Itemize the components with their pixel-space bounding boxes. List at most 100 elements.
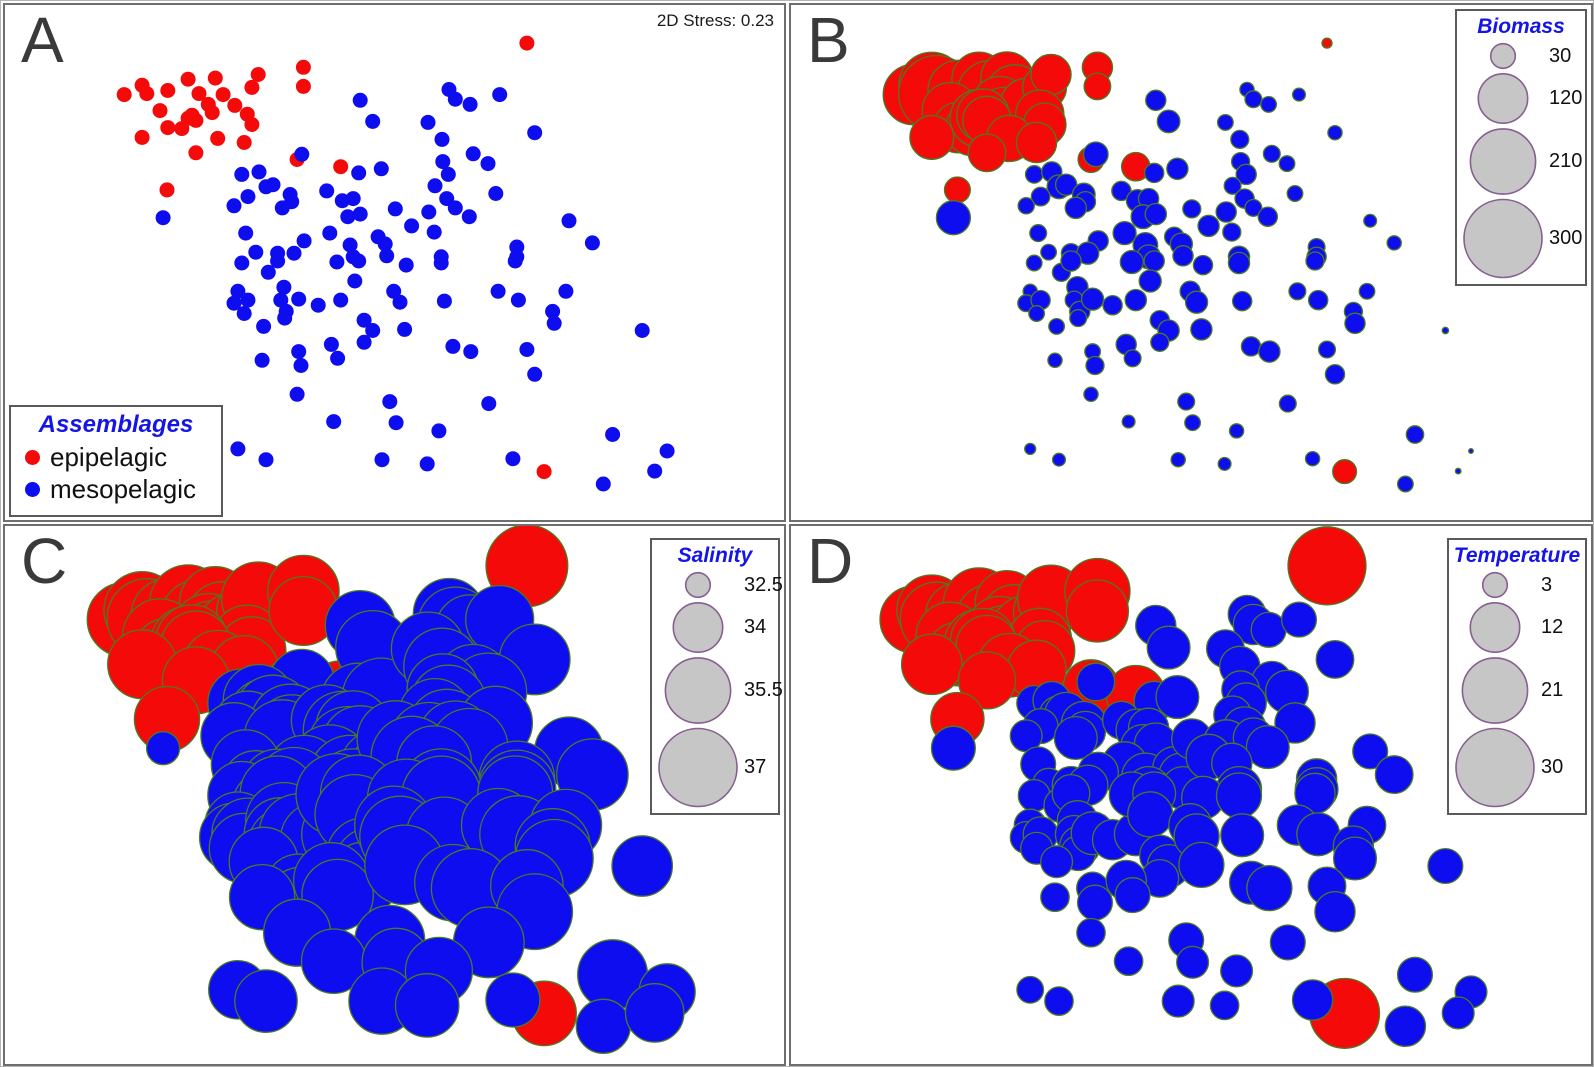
mesopelagic-sample-point <box>1240 336 1262 357</box>
legend-size-value: 30 <box>1549 44 1572 67</box>
mesopelagic-sample-point <box>1025 254 1043 272</box>
mesopelagic-sample-point <box>463 344 479 360</box>
legend-row-mesopelagic: mesopelagic <box>11 474 221 505</box>
epipelagic-sample-point <box>333 159 349 175</box>
epipelagic-sample-point <box>152 103 168 119</box>
mesopelagic-sample-point <box>1053 715 1098 761</box>
mesopelagic-sample-point <box>374 452 390 468</box>
mesopelagic-sample-point <box>930 725 976 771</box>
mesopelagic-sample-point <box>1215 772 1263 819</box>
biomass-legend-title: Biomass <box>1477 15 1565 38</box>
mesopelagic-sample-point <box>1051 452 1067 467</box>
legend-size-value: 120 <box>1549 87 1583 109</box>
mesopelagic-sample-point <box>386 283 402 299</box>
mesopelagic-sample-point <box>1176 945 1210 979</box>
mesopelagic-sample-point <box>1069 309 1088 328</box>
mesopelagic-sample-point <box>1288 282 1307 301</box>
mesopelagic-sample-point <box>319 183 335 199</box>
mesopelagic-sample-point <box>373 161 389 177</box>
panel-a: A 2D Stress: 0.23 Assemblages epipelagic… <box>3 3 786 522</box>
mesopelagic-sample-point <box>1143 162 1165 184</box>
mesopelagic-sample-point <box>1441 996 1475 1030</box>
mesopelagic-sample-point <box>291 291 307 307</box>
epipelagic-sample-point <box>210 130 226 146</box>
epipelagic-sample-point <box>1065 579 1130 643</box>
mesopelagic-sample-point <box>1314 890 1356 933</box>
mesopelagic-sample-point <box>392 294 408 310</box>
mesopelagic-sample-point <box>238 225 254 241</box>
legend-size-circle-icon <box>684 571 712 599</box>
mesopelagic-sample-point <box>379 248 395 264</box>
legend-size-circle-icon <box>1455 727 1535 808</box>
mesopelagic-sample-point <box>1278 155 1296 173</box>
mesopelagic-sample-point <box>1363 213 1378 228</box>
mesopelagic-sample-point <box>1060 250 1082 272</box>
mesopelagic-sample-point <box>388 415 404 431</box>
mesopelagic-sample-point <box>1144 202 1168 226</box>
epipelagic-sample-point <box>244 79 260 95</box>
mesopelagic-sample-point <box>488 186 504 201</box>
mesopelagic-sample-point <box>270 253 286 269</box>
mesopelagic-sample-point <box>1155 675 1200 720</box>
mesopelagic-sample-point <box>322 225 338 241</box>
legend-size-row: 35.5 <box>652 655 783 726</box>
mesopelagic-label: mesopelagic <box>50 474 196 505</box>
mesopelagic-sample-point <box>277 310 293 326</box>
mesopelagic-sample-point <box>1441 326 1450 335</box>
legend-size-value: 34 <box>744 616 767 638</box>
mesopelagic-sample-point <box>1332 836 1378 881</box>
mesopelagic-sample-point <box>1220 954 1254 988</box>
mesopelagic-sample-point <box>1244 198 1263 217</box>
epipelagic-sample-point <box>519 35 535 51</box>
mesopelagic-sample-point <box>434 131 450 147</box>
epipelagic-sample-point <box>967 133 1007 173</box>
mesopelagic-sample-point <box>1172 245 1194 267</box>
mesopelagic-sample-point <box>1156 109 1181 134</box>
legend-size-row: 210 <box>1457 126 1585 197</box>
mesopelagic-sample-point <box>351 165 367 181</box>
epipelagic-sample-point <box>134 129 150 145</box>
mesopelagic-sample-point <box>1278 394 1297 413</box>
mesopelagic-sample-point <box>527 366 543 382</box>
mesopelagic-sample-point <box>1076 662 1116 702</box>
mesopelagic-sample-point <box>254 352 270 368</box>
mesopelagic-sample-point <box>1344 312 1366 335</box>
legend-size-value: 32.5 <box>744 573 783 596</box>
epipelagic-sample-point <box>957 651 1017 710</box>
biomass-size-legend: Biomass 30 120 210 300 <box>1455 9 1587 286</box>
mesopelagic-sample-point <box>342 237 358 253</box>
mesopelagic-sample-point <box>1231 290 1253 312</box>
mesopelagic-sample-point <box>155 210 171 226</box>
mesopelagic-sample-point <box>294 146 310 162</box>
epipelagic-sample-point <box>139 86 155 102</box>
legend-row-epipelagic: epipelagic <box>11 443 221 471</box>
mesopelagic-sample-point <box>1029 224 1048 243</box>
mesopelagic-sample-point <box>1257 206 1279 227</box>
mesopelagic-sample-point <box>1113 946 1144 977</box>
mesopelagic-sample-point <box>234 166 250 182</box>
mesopelagic-sample-point <box>404 218 420 234</box>
legend-size-value: 12 <box>1541 616 1564 638</box>
mesopelagic-sample-point <box>1386 235 1402 251</box>
mesopelagic-sample-point <box>440 166 456 182</box>
mesopelagic-sample-point <box>1262 144 1281 163</box>
mesopelagic-sample-point <box>1048 317 1066 335</box>
salinity-legend-title: Salinity <box>677 544 753 567</box>
mesopelagic-sample-point <box>377 236 393 252</box>
mesopelagic-sample-point <box>1260 95 1278 113</box>
legend-size-value: 37 <box>744 756 767 778</box>
legend-size-circle-icon <box>658 727 738 808</box>
mesopelagic-sample-point <box>1274 702 1316 744</box>
legend-size-circle-icon <box>1481 571 1509 599</box>
mesopelagic-sample-point <box>490 283 506 299</box>
mesopelagic-sample-point <box>1112 220 1137 246</box>
mesopelagic-sample-point <box>561 213 577 229</box>
mesopelagic-sample-point <box>1123 349 1142 368</box>
mesopelagic-sample-point <box>365 113 381 129</box>
mesopelagic-sample-point <box>435 154 451 170</box>
mesopelagic-sample-point <box>1384 1005 1427 1048</box>
legend-size-row: 3 <box>1449 570 1585 600</box>
mesopelagic-sample-point <box>546 315 562 331</box>
legend-size-row: 300 <box>1457 197 1585 280</box>
